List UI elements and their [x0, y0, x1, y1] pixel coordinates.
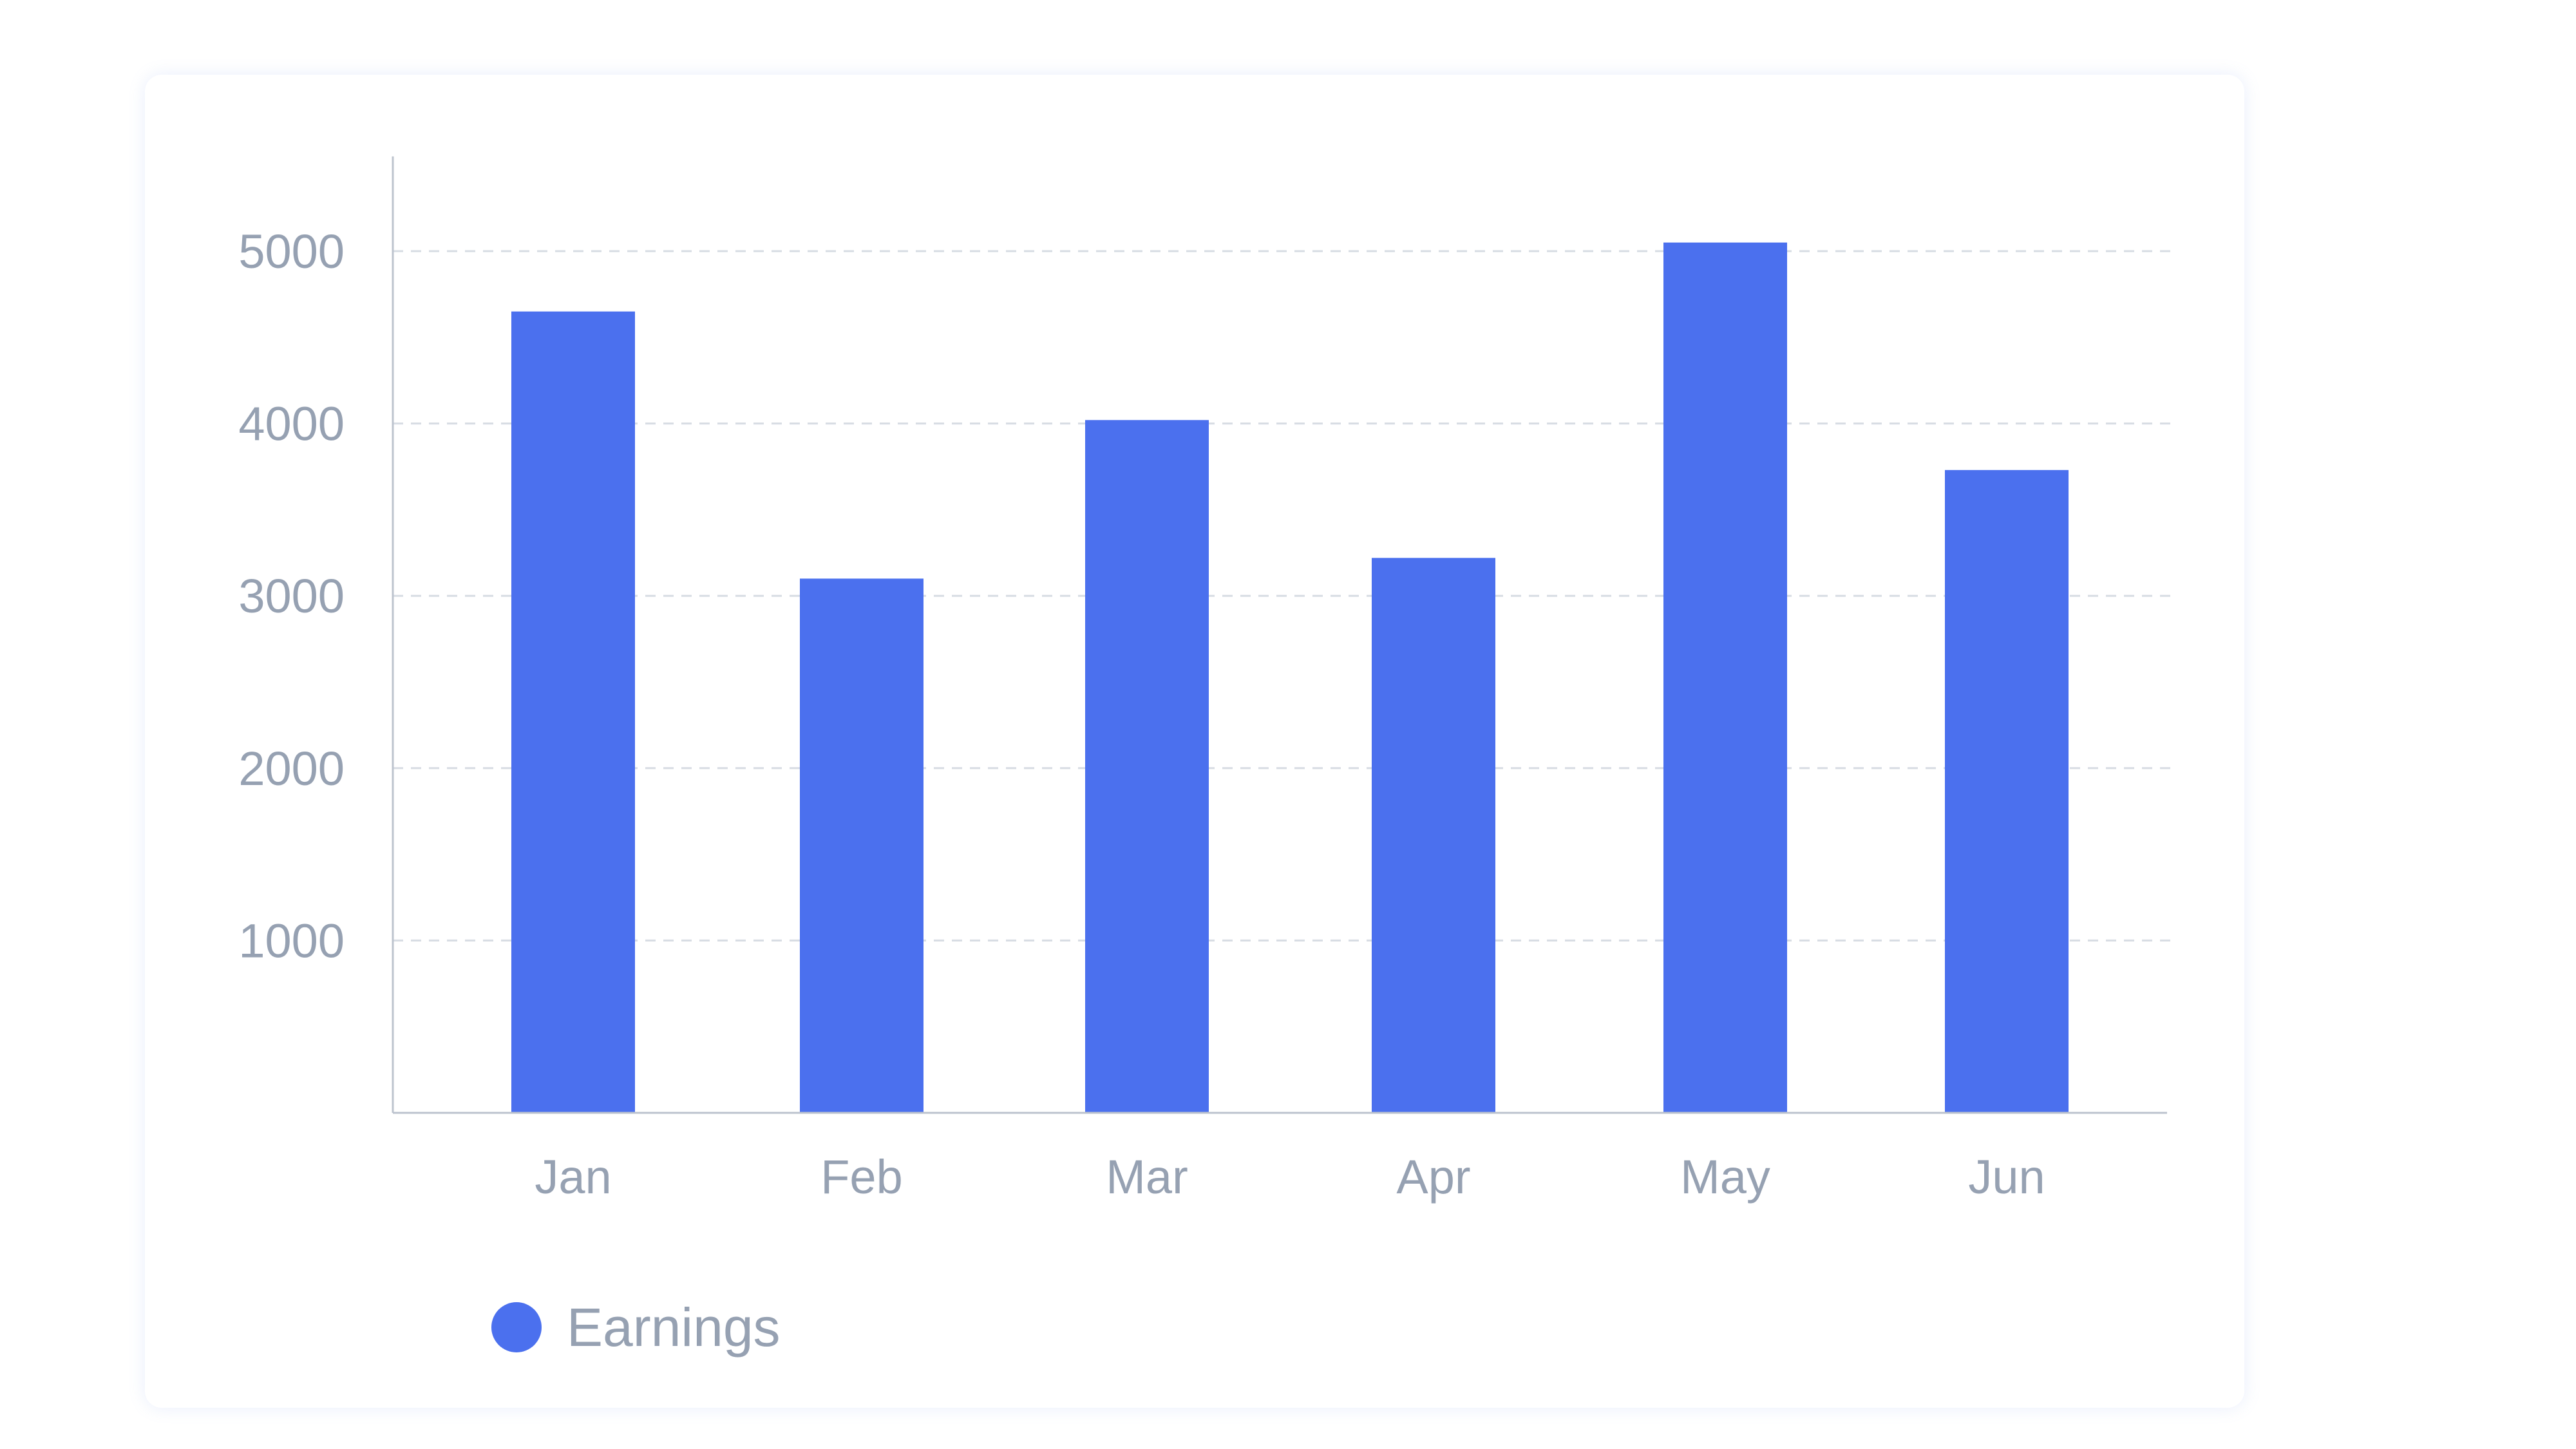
- gridlines: [393, 250, 2170, 942]
- bar-mar[interactable]: [1085, 420, 1209, 1113]
- x-tick-label-may: May: [1680, 1150, 1770, 1204]
- chart-card: 1000 2000 3000 4000 5000 Jan Feb Mar Apr May Jun …: [145, 75, 2244, 1408]
- x-tick-label-mar: Mar: [1106, 1150, 1188, 1204]
- bar-jun[interactable]: [1945, 469, 2069, 1113]
- bar-may[interactable]: [1663, 242, 1787, 1113]
- bar-apr[interactable]: [1372, 558, 1495, 1113]
- y-tick-label-2000: 2000: [238, 742, 345, 795]
- legend-label-earnings[interactable]: Earnings: [567, 1297, 781, 1358]
- x-axis-ticks: Jan Feb Mar Apr May Jun: [535, 1150, 2045, 1204]
- axes: [392, 156, 2167, 1114]
- x-tick-label-jun: Jun: [1968, 1150, 2045, 1204]
- y-tick-label-5000: 5000: [238, 225, 345, 278]
- legend[interactable]: Earnings: [491, 1297, 781, 1358]
- x-tick-label-apr: Apr: [1396, 1150, 1470, 1204]
- y-tick-label-3000: 3000: [238, 569, 345, 623]
- y-tick-label-1000: 1000: [238, 914, 345, 967]
- x-tick-label-jan: Jan: [535, 1150, 611, 1204]
- x-tick-label-feb: Feb: [820, 1150, 903, 1204]
- bars: [511, 242, 2069, 1113]
- bar-feb[interactable]: [800, 578, 923, 1113]
- legend-swatch-earnings[interactable]: [491, 1302, 542, 1352]
- y-axis-ticks: 1000 2000 3000 4000 5000: [238, 225, 345, 967]
- y-tick-label-4000: 4000: [238, 397, 345, 451]
- bar-jan[interactable]: [511, 311, 635, 1113]
